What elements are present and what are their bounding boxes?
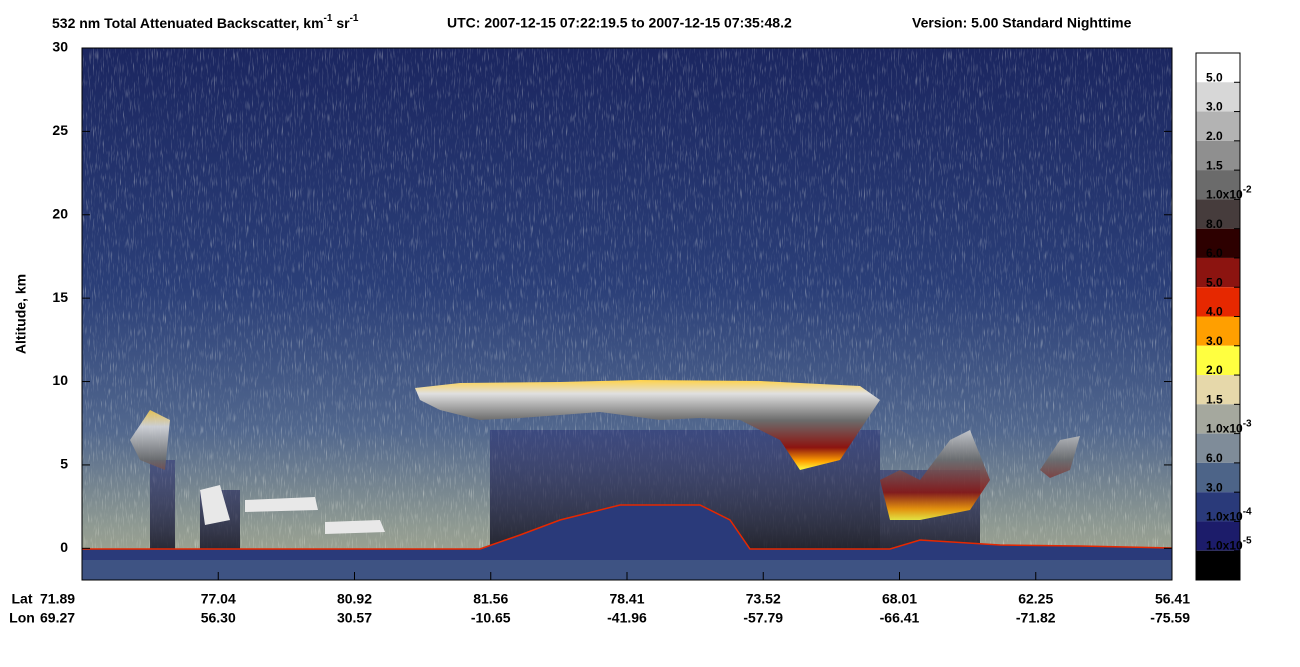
- x-tick-label: -75.59: [1150, 610, 1190, 626]
- colorbar-swatch: [1196, 257, 1240, 288]
- colorbar-swatch: [1196, 287, 1240, 317]
- colorbar-label: 4.0: [1206, 305, 1223, 319]
- colorbar-label: 1.0x10-3: [1206, 419, 1252, 436]
- colorbar-swatch: [1196, 228, 1240, 258]
- y-tick-label: 30: [52, 39, 68, 55]
- y-tick-label: 25: [52, 122, 68, 138]
- colorbar-swatch: [1196, 462, 1240, 493]
- colorbar-label: 1.0x10-2: [1206, 185, 1252, 202]
- colorbar-swatch: [1196, 140, 1240, 171]
- colorbar-swatch: [1196, 82, 1240, 112]
- x-tick-label: 81.56: [473, 591, 508, 607]
- x-row-label: Lat: [12, 591, 33, 607]
- colorbar-swatch: [1196, 170, 1240, 200]
- curtain-image: [82, 48, 1172, 580]
- colorbar-swatch: [1196, 375, 1240, 405]
- text-part: 532 nm Total Attenuated Backscatter, km: [52, 15, 324, 31]
- x-tick-label: 78.41: [609, 591, 644, 607]
- superscript: -1: [350, 13, 359, 24]
- x-tick-label: 69.27: [40, 610, 75, 626]
- x-tick-label: -66.41: [880, 610, 920, 626]
- text-part: 1.0x10: [1206, 188, 1243, 202]
- colorbar-swatch: [1196, 492, 1240, 522]
- colorbar-swatch: [1196, 111, 1240, 141]
- y-tick-label: 5: [60, 456, 68, 472]
- text-part: 1.0x10: [1206, 539, 1243, 553]
- colorbar-label: 5.0: [1206, 70, 1223, 84]
- y-tick-label: 20: [52, 205, 68, 221]
- x-tick-label: 56.41: [1155, 591, 1190, 607]
- colorbar-label: 3.0: [1206, 334, 1223, 348]
- colorbar-label: 1.0x10-5: [1206, 536, 1252, 553]
- x-tick-label: 73.52: [746, 591, 781, 607]
- colorbar-swatch: [1196, 433, 1240, 463]
- colorbar-label: 1.5: [1206, 158, 1223, 172]
- text-part: 1.0x10: [1206, 422, 1243, 436]
- colorbar-label: 3.0: [1206, 480, 1223, 494]
- x-tick-label: 30.57: [337, 610, 372, 626]
- y-axis-label: Altitude, km: [13, 274, 29, 354]
- colorbar-label: 2.0: [1206, 363, 1223, 377]
- x-tick-label: -10.65: [471, 610, 511, 626]
- colorbar-label: 3.0: [1206, 100, 1223, 114]
- text-part: 1.0x10: [1206, 510, 1243, 524]
- colorbar-label: 2.0: [1206, 129, 1223, 143]
- superscript: -2: [1243, 185, 1252, 196]
- x-tick-label: 68.01: [882, 591, 917, 607]
- time-range: UTC: 2007-12-15 07:22:19.5 to 2007-12-15…: [447, 15, 792, 31]
- x-row-label: Lon: [9, 610, 35, 626]
- colorbar-label: 1.5: [1206, 393, 1223, 407]
- x-tick-label: -71.82: [1016, 610, 1056, 626]
- y-tick-label: 15: [52, 289, 68, 305]
- colorbar-label: 6.0: [1206, 246, 1223, 260]
- x-tick-label: 62.25: [1018, 591, 1053, 607]
- superscript: -3: [1243, 419, 1252, 430]
- colorbar-swatch: [1196, 404, 1240, 434]
- chart-title: 532 nm Total Attenuated Backscatter, km-…: [52, 13, 359, 31]
- colorbar-label: 5.0: [1206, 275, 1223, 289]
- x-tick-label: -57.79: [743, 610, 783, 626]
- x-tick-label: 77.04: [201, 591, 236, 607]
- text-part: sr: [332, 15, 350, 31]
- x-tick-label: 71.89: [40, 591, 75, 607]
- colorbar-swatch: [1196, 345, 1240, 376]
- colorbar-swatch: [1196, 53, 1240, 83]
- colorbar-swatch: [1196, 316, 1240, 346]
- colorbar-swatch: [1196, 199, 1240, 229]
- y-tick-label: 0: [60, 539, 68, 555]
- superscript: -4: [1243, 507, 1252, 518]
- x-tick-label: -41.96: [607, 610, 647, 626]
- colorbar-label: 8.0: [1206, 217, 1223, 231]
- superscript: -1: [324, 13, 333, 24]
- colorbar-label: 6.0: [1206, 451, 1223, 465]
- colorbar-swatch: [1196, 521, 1240, 551]
- superscript: -5: [1243, 536, 1252, 547]
- version: Version: 5.00 Standard Nighttime: [912, 15, 1132, 31]
- x-tick-label: 56.30: [201, 610, 236, 626]
- y-tick-label: 10: [52, 372, 68, 388]
- x-tick-label: 80.92: [337, 591, 372, 607]
- colorbar-label: 1.0x10-4: [1206, 507, 1252, 524]
- colorbar-swatch: [1196, 550, 1240, 580]
